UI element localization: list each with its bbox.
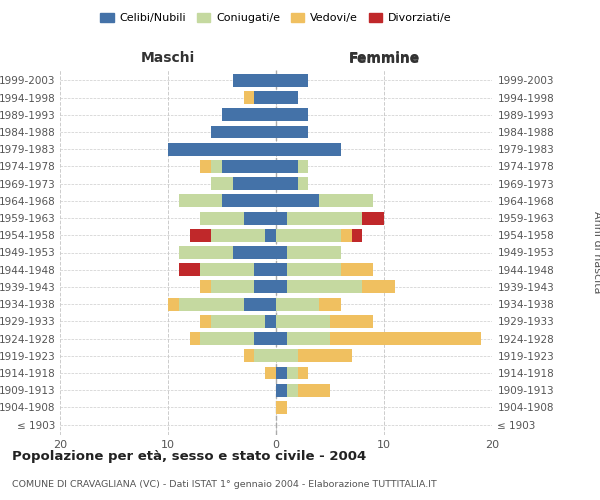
Bar: [244, 91, 254, 104]
Bar: [276, 315, 330, 328]
Bar: [298, 350, 352, 362]
Bar: [211, 315, 265, 328]
Bar: [254, 350, 276, 362]
Bar: [319, 298, 341, 310]
Bar: [222, 108, 276, 121]
Text: Maschi: Maschi: [141, 51, 195, 65]
Bar: [222, 160, 276, 173]
Bar: [233, 177, 276, 190]
Bar: [287, 280, 362, 293]
Bar: [276, 91, 298, 104]
Bar: [265, 229, 276, 241]
Bar: [287, 264, 341, 276]
Bar: [298, 177, 308, 190]
Bar: [276, 212, 287, 224]
Bar: [211, 126, 276, 138]
Bar: [330, 315, 373, 328]
Bar: [168, 142, 276, 156]
Bar: [276, 74, 308, 87]
Bar: [276, 194, 319, 207]
Bar: [200, 212, 244, 224]
Bar: [276, 246, 287, 259]
Bar: [190, 229, 211, 241]
Bar: [287, 246, 341, 259]
Bar: [362, 212, 384, 224]
Bar: [298, 366, 308, 380]
Bar: [287, 332, 330, 345]
Bar: [179, 298, 244, 310]
Bar: [179, 246, 233, 259]
Bar: [200, 332, 254, 345]
Bar: [287, 384, 298, 396]
Bar: [287, 212, 362, 224]
Text: Femmine: Femmine: [349, 52, 419, 66]
Bar: [276, 142, 341, 156]
Bar: [298, 160, 308, 173]
Bar: [233, 74, 276, 87]
Bar: [200, 315, 211, 328]
Bar: [276, 108, 308, 121]
Bar: [211, 229, 265, 241]
Bar: [276, 280, 287, 293]
Bar: [265, 366, 276, 380]
Bar: [254, 264, 276, 276]
Bar: [276, 401, 287, 414]
Bar: [276, 332, 287, 345]
Bar: [222, 194, 276, 207]
Bar: [254, 280, 276, 293]
Bar: [341, 229, 352, 241]
Bar: [276, 350, 298, 362]
Bar: [298, 384, 330, 396]
Bar: [341, 264, 373, 276]
Bar: [211, 160, 222, 173]
Text: Femmine: Femmine: [349, 51, 419, 65]
Bar: [276, 126, 308, 138]
Bar: [200, 160, 211, 173]
Bar: [168, 298, 179, 310]
Bar: [211, 177, 233, 190]
Bar: [254, 332, 276, 345]
Bar: [244, 350, 254, 362]
Bar: [276, 366, 287, 380]
Text: Popolazione per età, sesso e stato civile - 2004: Popolazione per età, sesso e stato civil…: [12, 450, 366, 463]
Bar: [276, 177, 298, 190]
Bar: [276, 264, 287, 276]
Bar: [179, 264, 200, 276]
Bar: [265, 315, 276, 328]
Bar: [244, 212, 276, 224]
Bar: [233, 246, 276, 259]
Bar: [276, 229, 341, 241]
Text: Anni di nascita: Anni di nascita: [592, 211, 600, 294]
Bar: [276, 298, 319, 310]
Bar: [244, 298, 276, 310]
Legend: Celibi/Nubili, Coniugati/e, Vedovi/e, Divorziati/e: Celibi/Nubili, Coniugati/e, Vedovi/e, Di…: [96, 8, 456, 28]
Bar: [190, 332, 200, 345]
Text: COMUNE DI CRAVAGLIANA (VC) - Dati ISTAT 1° gennaio 2004 - Elaborazione TUTTITALI: COMUNE DI CRAVAGLIANA (VC) - Dati ISTAT …: [12, 480, 437, 489]
Bar: [276, 160, 298, 173]
Bar: [352, 229, 362, 241]
Bar: [330, 332, 481, 345]
Bar: [200, 264, 254, 276]
Bar: [276, 384, 287, 396]
Bar: [319, 194, 373, 207]
Bar: [179, 194, 222, 207]
Bar: [200, 280, 211, 293]
Bar: [287, 366, 298, 380]
Bar: [254, 91, 276, 104]
Bar: [362, 280, 395, 293]
Bar: [211, 280, 254, 293]
